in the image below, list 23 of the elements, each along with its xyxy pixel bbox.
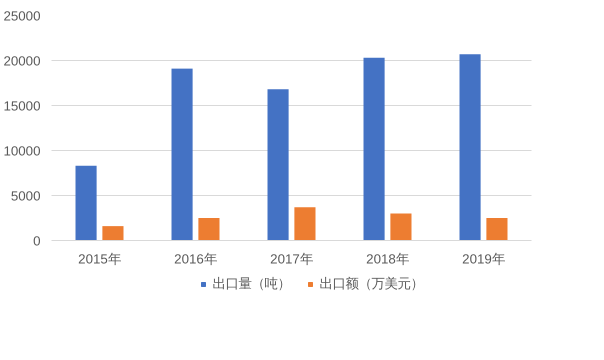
bar [198,218,220,240]
bar [294,207,316,240]
x-tick-label: 2017年 [270,252,313,266]
y-tick-label: 5000 [10,188,41,204]
bar [172,68,193,240]
y-tick-label: 20000 [3,54,40,68]
bar [102,226,124,240]
y-tick-label: 15000 [3,98,40,114]
y-tick-label: 0 [33,234,41,248]
x-tick-label: 2018年 [366,252,409,266]
legend-label: 出口量（吨） [212,275,290,293]
y-tick-label: 25000 [3,8,40,24]
x-tick-label: 2016年 [174,252,217,266]
legend-label: 出口额（万美元） [320,275,424,293]
x-tick-label: 2019年 [462,252,505,266]
bar [460,54,481,240]
bar [364,58,385,240]
bar [268,89,289,240]
bar [390,214,412,240]
bar [486,218,508,240]
y-tick-label: 10000 [3,144,40,158]
bar [76,166,97,240]
x-tick-label: 2015年 [78,252,121,266]
